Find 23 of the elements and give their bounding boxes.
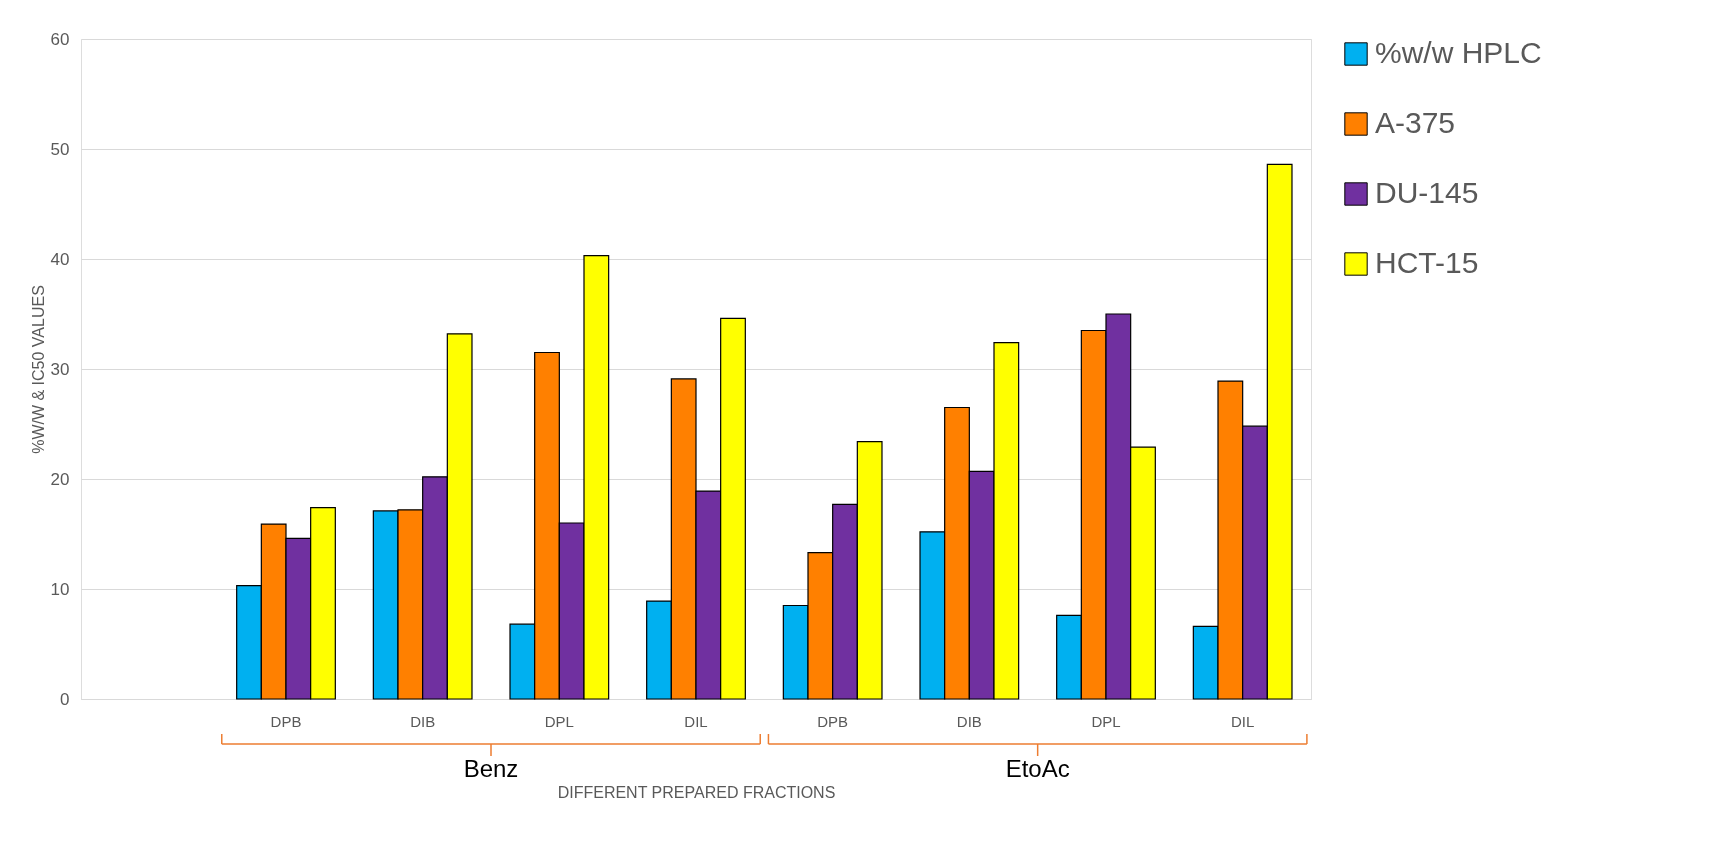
x-tick-label: DPL bbox=[1091, 712, 1121, 730]
text: Benz bbox=[463, 755, 519, 782]
y-tick-label: 20 bbox=[50, 469, 70, 489]
y-tick-label: 10 bbox=[50, 579, 70, 599]
y-tick-label: 60 bbox=[50, 29, 70, 49]
x-tick-label: DIB bbox=[410, 712, 436, 730]
y-tick-label: 30 bbox=[50, 359, 70, 379]
x-tick-label: DIL bbox=[684, 712, 708, 730]
legend-label: A-375 bbox=[1375, 106, 1456, 139]
y-tick-label: 50 bbox=[50, 139, 70, 159]
x-tick-label: DPL bbox=[544, 712, 574, 730]
x-axis-title: DIFFERENT PREPARED FRACTIONS bbox=[557, 783, 836, 801]
x-tick-label: DPB bbox=[817, 712, 849, 730]
legend-label: DU-145 bbox=[1375, 176, 1479, 209]
x-tick-label: DIB bbox=[956, 712, 982, 730]
legend-label: HCT-15 bbox=[1375, 246, 1479, 279]
y-tick-label: 0 bbox=[60, 689, 70, 709]
legend-label: %w/w HPLC bbox=[1375, 36, 1542, 69]
y-tick-label: 40 bbox=[50, 249, 70, 269]
x-tick-label: DIL bbox=[1230, 712, 1255, 730]
text: EtoAc bbox=[1005, 755, 1070, 782]
y-axis-title: %W/W & IC50 VALUES bbox=[29, 285, 47, 454]
x-tick-label: DPB bbox=[270, 712, 302, 730]
